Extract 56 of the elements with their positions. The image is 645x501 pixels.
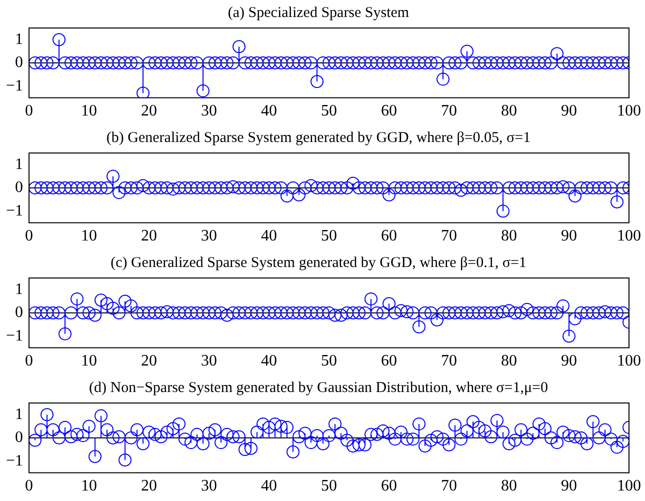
x-tick-label: 40 xyxy=(261,228,278,245)
x-tick-label: 80 xyxy=(501,352,518,370)
y-tick-label: 1 xyxy=(15,280,24,298)
x-tick-label: 30 xyxy=(201,102,218,120)
x-tick-label: 10 xyxy=(81,478,98,495)
x-tick-label: 30 xyxy=(201,478,218,495)
x-tick-label: 30 xyxy=(201,228,218,245)
x-tick-label: 70 xyxy=(441,228,458,245)
x-tick-label: 50 xyxy=(321,228,338,245)
y-tick-label: 1 xyxy=(15,30,24,48)
chart-title: (b) Generalized Sparse System generated by GGD, where β=0.05, σ=1 xyxy=(106,130,531,146)
x-tick-label: 70 xyxy=(441,478,458,495)
x-tick-label: 50 xyxy=(321,102,338,120)
y-tick-label: 0 xyxy=(15,54,24,72)
y-tick-label: 0 xyxy=(15,429,24,446)
y-tick-label: 0 xyxy=(15,179,24,196)
chart-title: (d) Non−Sparse System generated by Gaussian Distribution, where σ=1,μ=0 xyxy=(89,380,548,396)
x-tick-label: 90 xyxy=(561,352,577,370)
x-tick-label: 90 xyxy=(561,228,577,245)
x-tick-label: 50 xyxy=(321,352,338,370)
x-tick-label: 100 xyxy=(617,352,641,370)
x-tick-label: 60 xyxy=(381,478,398,495)
x-tick-label: 10 xyxy=(81,352,98,370)
x-tick-label: 40 xyxy=(261,102,278,120)
x-tick-label: 100 xyxy=(617,228,641,245)
y-tick-label: −1 xyxy=(6,327,24,344)
y-tick-label: −1 xyxy=(6,77,24,94)
x-tick-label: 10 xyxy=(81,102,98,120)
x-tick-label: 80 xyxy=(501,102,518,120)
x-tick-label: 40 xyxy=(261,352,278,370)
x-tick-label: 20 xyxy=(141,352,158,370)
y-tick-label: 1 xyxy=(15,406,24,423)
x-tick-label: 20 xyxy=(141,478,158,495)
x-tick-label: 60 xyxy=(381,352,398,370)
y-tick-label: −1 xyxy=(6,452,24,470)
x-tick-label: 70 xyxy=(441,102,458,120)
x-tick-label: 50 xyxy=(321,478,338,495)
x-tick-label: 60 xyxy=(381,228,398,245)
y-tick-label: 1 xyxy=(15,156,24,173)
x-tick-label: 10 xyxy=(81,228,98,245)
chart-title: (a) Specialized Sparse System xyxy=(228,4,410,21)
x-tick-label: 80 xyxy=(501,228,518,245)
y-tick-label: 0 xyxy=(15,304,24,322)
x-tick-label: 60 xyxy=(381,102,398,120)
x-tick-label: 20 xyxy=(141,102,158,120)
x-tick-label: 30 xyxy=(201,352,218,370)
y-tick-label: −1 xyxy=(6,202,24,220)
x-tick-label: 20 xyxy=(141,228,158,245)
x-tick-label: 90 xyxy=(561,478,577,495)
x-tick-label: 100 xyxy=(617,102,641,120)
chart-title: (c) Generalized Sparse System generated by GGD, where β=0.1, σ=1 xyxy=(110,254,526,271)
x-tick-label: 40 xyxy=(261,478,278,495)
x-tick-label: 100 xyxy=(617,478,641,495)
x-tick-label: 80 xyxy=(501,478,518,495)
x-tick-label: 90 xyxy=(561,102,577,120)
x-tick-label: 70 xyxy=(441,352,458,370)
